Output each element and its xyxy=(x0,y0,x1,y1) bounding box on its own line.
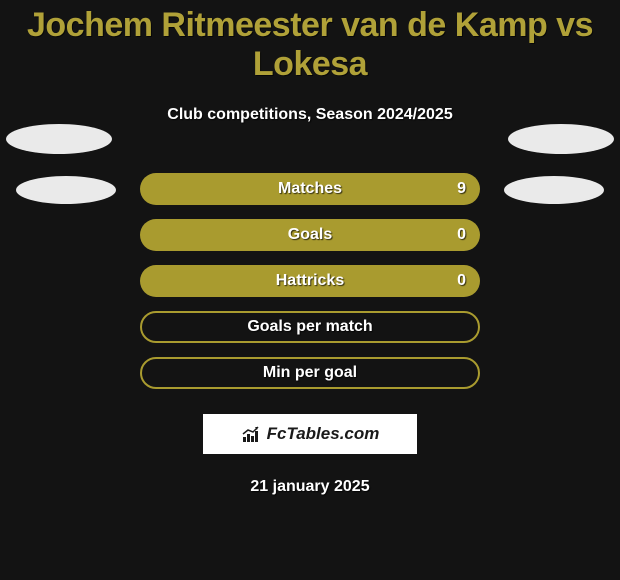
stat-label: Goals xyxy=(140,226,480,244)
stat-row: Matches 9 xyxy=(0,166,620,212)
stat-row: Goals per match xyxy=(0,304,620,350)
stat-row: Min per goal xyxy=(0,350,620,396)
page-title: Jochem Ritmeester van de Kamp vs Lokesa xyxy=(0,0,620,84)
brand-text: FcTables.com xyxy=(267,424,380,444)
stat-value: 0 xyxy=(457,226,466,244)
stat-label: Hattricks xyxy=(140,272,480,290)
decorative-ellipse xyxy=(6,124,112,154)
decorative-ellipse xyxy=(508,124,614,154)
stat-bar-hattricks: Hattricks 0 xyxy=(140,265,480,297)
stat-value: 9 xyxy=(457,180,466,198)
stat-row: Hattricks 0 xyxy=(0,258,620,304)
stat-label: Goals per match xyxy=(142,318,478,336)
stat-label: Min per goal xyxy=(142,364,478,382)
stat-label: Matches xyxy=(140,180,480,198)
stat-bar-goals: Goals 0 xyxy=(140,219,480,251)
stats-area: Matches 9 Goals 0 Hattricks 0 Goals per … xyxy=(0,166,620,396)
stat-bar-matches: Matches 9 xyxy=(140,173,480,205)
stat-bar-goals-per-match: Goals per match xyxy=(140,311,480,343)
subtitle: Club competitions, Season 2024/2025 xyxy=(0,106,620,124)
date-text: 21 january 2025 xyxy=(0,478,620,496)
stat-row: Goals 0 xyxy=(0,212,620,258)
brand-box: FcTables.com xyxy=(203,414,417,454)
stat-value: 0 xyxy=(457,272,466,290)
chart-icon xyxy=(241,425,263,443)
stat-bar-min-per-goal: Min per goal xyxy=(140,357,480,389)
